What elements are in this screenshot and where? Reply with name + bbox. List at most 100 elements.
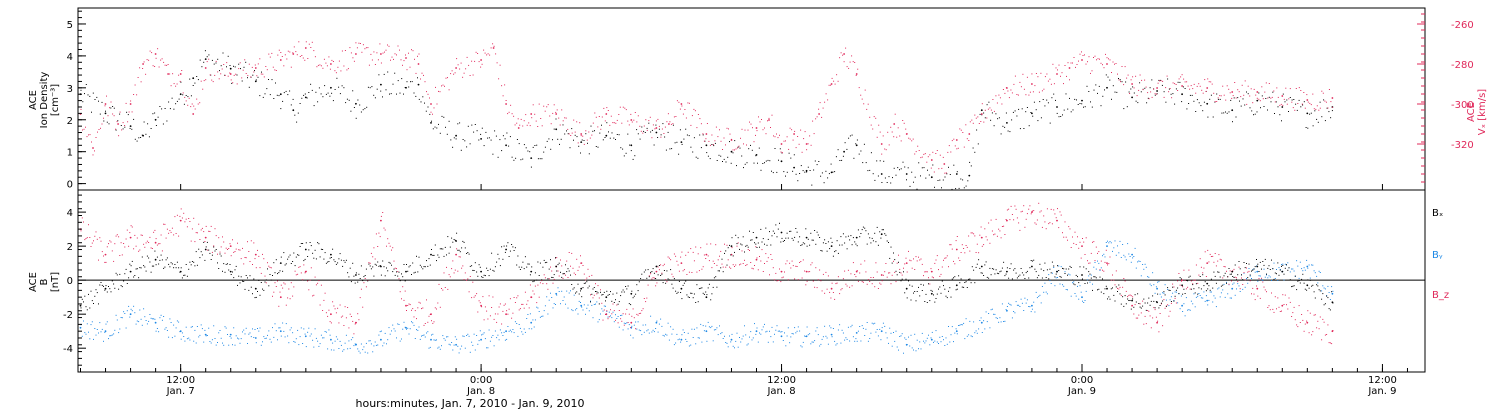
density-series-dot [1305, 127, 1307, 128]
bx-series-dot [340, 259, 342, 261]
velocity-series-dot [927, 156, 929, 158]
density-series-dot [103, 120, 105, 122]
by-series-point [1331, 292, 1334, 295]
bz-series-dot [894, 271, 896, 273]
by-series-dot [1307, 267, 1309, 269]
bz-series-dot [169, 230, 171, 232]
density-series-dot [536, 144, 538, 146]
bx-series-dot [472, 269, 474, 271]
by-series-dot [586, 307, 588, 309]
velocity-series-dot [1202, 92, 1204, 94]
bz-series-dot [287, 297, 289, 299]
bx-series-dot [1157, 293, 1159, 295]
bx-series-dot [935, 298, 937, 299]
bx-series-dot [879, 231, 881, 233]
by-series-dot [1207, 304, 1209, 306]
bz-series-dot [1231, 280, 1232, 282]
bz-series-dot [742, 263, 744, 264]
density-series-dot [511, 156, 513, 158]
velocity-series-dot [1309, 102, 1311, 104]
density-series-point [229, 67, 232, 70]
velocity-series-dot [565, 117, 567, 119]
density-series-dot [187, 96, 189, 98]
bx-series-dot [1287, 269, 1289, 271]
velocity-series-dot [915, 151, 917, 153]
bx-series-dot [1098, 288, 1100, 290]
bz-series-dot [923, 275, 924, 277]
by-series-dot [920, 348, 922, 350]
by-series-dot [499, 329, 501, 331]
density-series-dot [495, 135, 497, 137]
bx-series-dot [732, 255, 734, 257]
velocity-series-dot [1318, 109, 1320, 111]
bz-series-dot [1218, 254, 1220, 256]
velocity-series-dot [317, 64, 319, 66]
bx-series-dot [521, 266, 523, 268]
bz-series-dot [577, 269, 579, 271]
by-series-dot [1030, 311, 1032, 313]
bz-series-dot [785, 263, 787, 265]
bx-series-dot [325, 262, 327, 264]
bz-series-dot [756, 257, 758, 259]
velocity-series-dot [323, 58, 325, 60]
by-series-dot [590, 300, 591, 302]
bx-series-dot [350, 281, 352, 283]
bx-series-dot [372, 266, 374, 268]
bx-series-point [1106, 287, 1108, 290]
by-series-dot [449, 344, 451, 346]
bx-series-dot [335, 263, 337, 265]
bx-series-dot [682, 284, 684, 286]
density-series-dot [248, 86, 250, 88]
velocity-series-dot [887, 131, 889, 133]
bx-series-dot [775, 224, 777, 226]
bx-series-dot [1097, 289, 1098, 291]
bx-series-dot [467, 252, 469, 253]
density-series-dot [1062, 114, 1063, 116]
legend-entry: Bₓ [1432, 208, 1443, 219]
top-left-label-line: [cm⁻³] [50, 84, 61, 116]
bz-series-dot [511, 317, 513, 319]
bz-series-dot [334, 308, 336, 310]
bx-series-dot [1122, 296, 1124, 298]
by-series-dot [378, 334, 380, 336]
bz-series-dot [399, 291, 401, 293]
velocity-series-dot [175, 85, 177, 87]
bx-series-dot [328, 261, 330, 262]
bx-series-dot [403, 264, 405, 265]
density-series-dot [262, 96, 264, 98]
by-series-dot [923, 340, 924, 342]
density-series-dot [1139, 82, 1141, 84]
by-series-dot [521, 331, 523, 333]
bx-series-point [605, 296, 608, 299]
bx-series-dot [749, 230, 750, 232]
by-series-dot [1058, 265, 1060, 267]
bx-series-dot [186, 275, 188, 277]
density-series-dot [732, 152, 734, 154]
bz-series-dot [1331, 343, 1333, 345]
bz-series-dot [946, 255, 948, 257]
density-series-dot [862, 162, 864, 164]
density-series-dot [664, 136, 666, 138]
bx-series-dot [443, 255, 445, 257]
by-series-dot [461, 345, 463, 347]
bz-series-dot [553, 278, 555, 280]
density-series-dot [616, 134, 618, 135]
bx-series-dot [1143, 298, 1145, 300]
bx-series-dot [1031, 260, 1033, 262]
bx-series-dot [835, 250, 837, 252]
bx-series-dot [169, 266, 171, 268]
by-series-dot [693, 328, 695, 330]
velocity-series-dot [256, 75, 258, 77]
by-series-dot [345, 334, 347, 336]
density-series-dot [1097, 92, 1098, 94]
bz-series-dot [832, 292, 834, 293]
bz-series-dot [163, 223, 165, 225]
density-series-dot [856, 139, 858, 141]
bx-series-dot [305, 242, 307, 244]
density-series-dot [320, 93, 322, 95]
velocity-series-dot [1253, 88, 1255, 90]
velocity-series-dot [1168, 91, 1170, 93]
by-series-dot [851, 324, 853, 326]
bz-series-dot [243, 263, 245, 265]
velocity-series-dot [1129, 93, 1131, 94]
